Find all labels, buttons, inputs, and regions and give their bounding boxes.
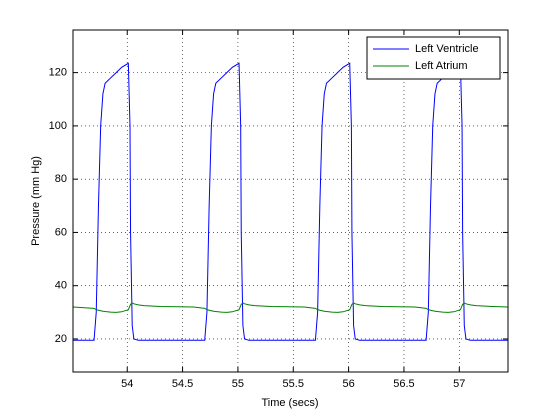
y-tick-label: 120 bbox=[49, 67, 67, 79]
y-axis-label: Pressure (mm Hg) bbox=[30, 156, 42, 246]
legend-label: Left Atrium bbox=[415, 60, 468, 72]
x-tick-label: 54 bbox=[121, 378, 133, 390]
y-tick-label: 80 bbox=[55, 173, 67, 185]
x-tick-label: 56 bbox=[342, 378, 354, 390]
y-tick-label: 20 bbox=[55, 333, 67, 345]
lines bbox=[73, 62, 508, 341]
x-tick-label: 57 bbox=[453, 378, 465, 390]
x-axis-label: Time (secs) bbox=[261, 397, 318, 409]
legend-box bbox=[366, 36, 501, 80]
axes-box bbox=[72, 29, 509, 373]
plot-area bbox=[73, 30, 508, 372]
series-line bbox=[73, 302, 508, 313]
y-tick-label: 40 bbox=[55, 280, 67, 292]
grid bbox=[73, 30, 508, 372]
x-tick-label: 55.5 bbox=[283, 378, 304, 390]
series-line bbox=[73, 62, 508, 341]
y-tick-label: 100 bbox=[49, 120, 67, 132]
x-tick-label: 56.5 bbox=[393, 378, 414, 390]
legend-label: Left Ventricle bbox=[415, 43, 479, 55]
x-tick-label: 55 bbox=[232, 378, 244, 390]
x-tick-label: 54.5 bbox=[172, 378, 193, 390]
y-tick-label: 60 bbox=[55, 226, 67, 238]
legend: Left Ventricle Left Atrium bbox=[366, 36, 501, 80]
